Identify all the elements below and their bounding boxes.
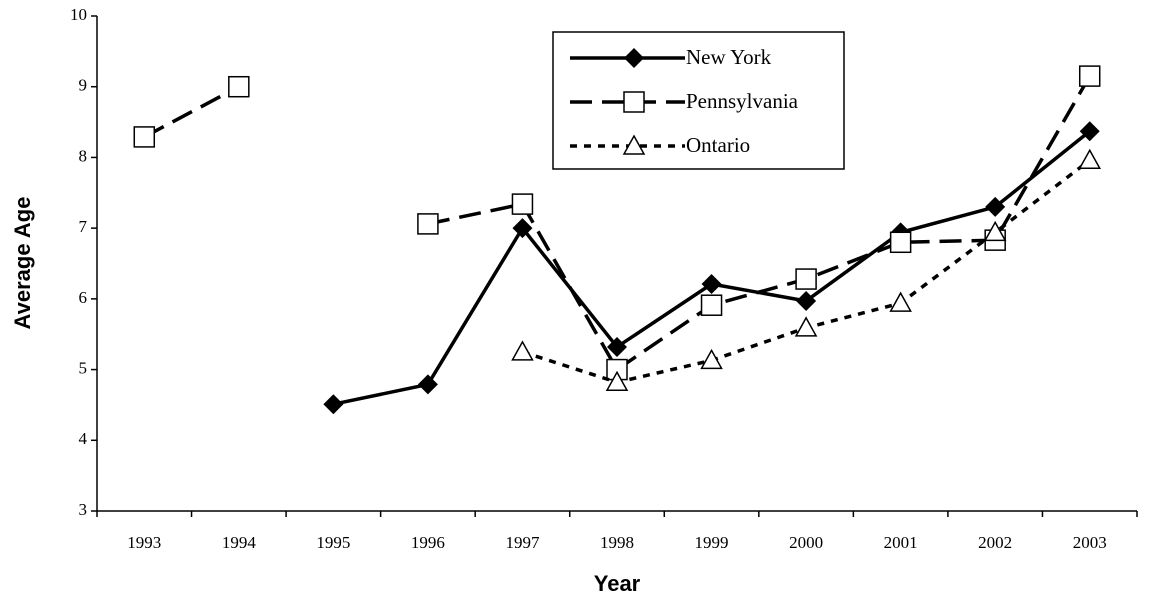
x-tick-label: 2002 xyxy=(978,533,1012,552)
x-axis-title: Year xyxy=(594,571,641,596)
y-tick-label: 4 xyxy=(79,429,88,448)
data-point xyxy=(511,340,534,361)
data-point xyxy=(889,291,912,312)
data-point xyxy=(417,374,438,395)
series-line xyxy=(427,75,1092,373)
data-point xyxy=(1078,148,1102,170)
data-point xyxy=(1078,65,1101,87)
legend-label: Pennsylvania xyxy=(686,89,799,113)
y-tick-label: 9 xyxy=(79,76,88,95)
legend-marker xyxy=(622,134,646,155)
data-point xyxy=(1079,121,1100,142)
data-point xyxy=(700,294,723,316)
x-tick-label: 1996 xyxy=(411,533,445,552)
data-point xyxy=(228,75,250,98)
y-axis-title: Average Age xyxy=(10,197,35,330)
data-point xyxy=(889,231,912,254)
data-point xyxy=(701,274,722,295)
x-tick-label: 2000 xyxy=(789,533,823,552)
x-tick-label: 1999 xyxy=(695,533,729,552)
data-point xyxy=(607,336,627,357)
x-tick-label: 2003 xyxy=(1073,533,1107,552)
y-tick-label: 3 xyxy=(79,500,88,519)
y-tick-label: 10 xyxy=(70,5,87,24)
data-point xyxy=(605,370,629,392)
data-point xyxy=(417,213,439,235)
y-tick-label: 5 xyxy=(79,358,88,377)
x-tick-label: 1998 xyxy=(600,533,634,552)
data-point xyxy=(512,218,533,239)
data-point xyxy=(983,220,1007,242)
legend-marker xyxy=(623,91,645,113)
x-tick-label: 1994 xyxy=(222,533,257,552)
y-tick-label: 6 xyxy=(79,288,88,307)
series-line xyxy=(143,85,240,139)
data-point xyxy=(511,193,534,215)
data-point xyxy=(700,348,723,370)
data-point xyxy=(985,196,1006,217)
legend-label: New York xyxy=(686,45,772,69)
x-tick-label: 2001 xyxy=(884,533,918,552)
legend-label: Ontario xyxy=(686,133,750,157)
x-tick-label: 1997 xyxy=(505,533,540,552)
y-tick-label: 7 xyxy=(79,217,88,236)
data-point xyxy=(133,126,156,148)
data-point xyxy=(794,316,818,337)
data-point xyxy=(323,394,344,415)
legend-marker xyxy=(624,48,644,68)
x-tick-label: 1995 xyxy=(316,533,350,552)
data-point xyxy=(796,290,817,311)
x-tick-label: 1993 xyxy=(127,533,161,552)
y-tick-label: 8 xyxy=(79,146,88,165)
data-point xyxy=(795,268,817,290)
